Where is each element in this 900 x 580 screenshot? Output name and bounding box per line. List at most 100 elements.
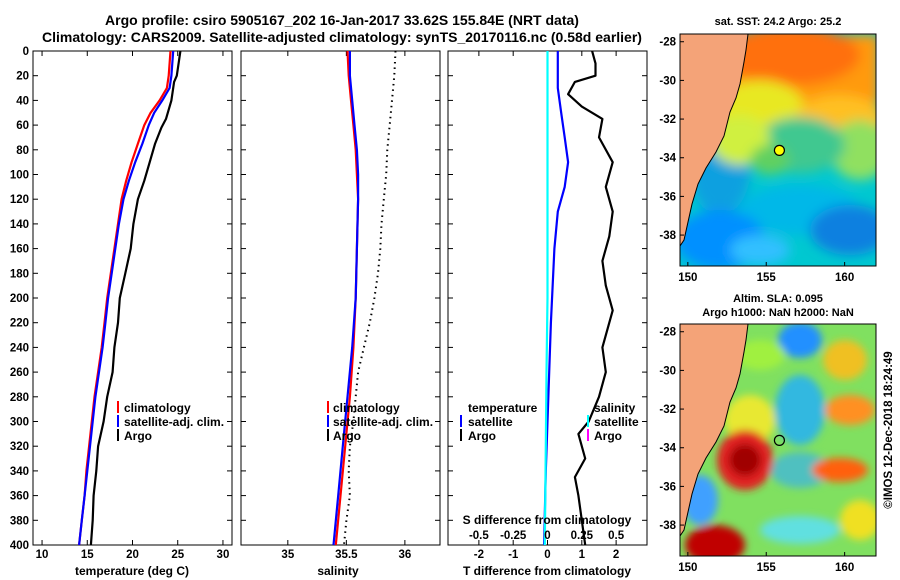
series-line-argo — [89, 51, 182, 545]
x-tick-label: 36 — [398, 549, 411, 561]
sla-map-frame — [679, 323, 877, 557]
sst-map-title: sat. SST: 24.2 Argo: 25.2 — [715, 16, 842, 28]
x-tick-label: 10 — [36, 549, 49, 561]
y-tick-label: 380 — [10, 515, 29, 527]
temperature-series — [78, 51, 182, 545]
x-tick-label: 1 — [579, 549, 586, 561]
series-line-temperature-argo — [566, 51, 614, 545]
legend-label-temp-satellite: satellite — [468, 415, 513, 429]
legend-label-argo: Argo — [124, 429, 152, 443]
map-x-tick-label: 150 — [678, 272, 697, 284]
y-tick-label: 80 — [16, 145, 29, 157]
temperature-panel: 0 20 40 60 80 100 120 140 160 180 200 220 240 260 280 3… — [10, 46, 233, 578]
s-diff-tick-label: 0.25 — [571, 530, 594, 542]
map-x-tick-label: 160 — [835, 272, 854, 284]
series-line-satellite-adj-clim- — [78, 51, 175, 545]
legend-label-temp-argo: Argo — [468, 429, 496, 443]
sla-map-subtitle: Argo h1000: NaN h2000: NaN — [702, 307, 854, 319]
difference-legend-temperature: temperature satellite Argo — [460, 401, 538, 443]
sst-map-axes: 150 155 160 -28 -30 -32 -34 -36 -38 — [659, 37, 854, 284]
y-tick-label: 260 — [10, 367, 29, 379]
legend-label-sal-satellite: satellite — [594, 415, 639, 429]
legend-title-salinity: salinity — [594, 401, 636, 415]
legend-label-satellite: satellite-adj. clim. — [333, 415, 433, 429]
y-tick-label: 280 — [10, 392, 29, 404]
y-tick-label: 100 — [10, 170, 29, 182]
y-tick-label: 60 — [16, 120, 29, 132]
difference-panel: -2 -1 0 1 2 temperature satellite Argo salin… — [447, 50, 648, 578]
sla-argo-location-marker — [773, 434, 786, 446]
x-tick-label: 30 — [217, 549, 230, 561]
y-tick-label: 0 — [23, 46, 29, 58]
series-line-temperature-satellite — [543, 51, 570, 545]
sla-map-image — [680, 324, 876, 556]
x-tick-label: 35.5 — [335, 549, 358, 561]
y-tick-label: 220 — [10, 318, 29, 330]
y-tick-label: 140 — [10, 219, 29, 231]
map-y-tick-label: -34 — [659, 443, 676, 455]
salinity-legend: climatology satellite-adj. clim. Argo — [327, 401, 433, 443]
map-y-tick-label: -30 — [659, 365, 676, 377]
sst-map-panel: sat. SST: 24.2 Argo: 25.2 150 155 160- — [659, 16, 877, 284]
legend-label-sal-argo: Argo — [594, 429, 622, 443]
sst-map-image — [680, 34, 876, 266]
sst-map-frame — [679, 33, 877, 267]
series-line-satellite-adj-clim- — [332, 51, 360, 545]
x-tick-label: 25 — [171, 549, 184, 561]
s-diff-tick-label: 0.5 — [608, 530, 625, 542]
s-diff-tick-label: -0.25 — [500, 530, 527, 542]
sst-argo-location-marker — [773, 144, 786, 156]
y-tick-label: 400 — [10, 540, 29, 552]
sla-map-title: Altim. SLA: 0.095 — [733, 293, 823, 305]
map-x-tick-label: 155 — [757, 272, 777, 284]
x-tick-label: 2 — [613, 549, 619, 561]
difference-y-ticks — [448, 50, 647, 546]
legend-label-climatology: climatology — [333, 401, 400, 415]
legend-label-climatology: climatology — [124, 401, 191, 415]
y-tick-label: 240 — [10, 342, 29, 354]
map-y-tick-label: -34 — [659, 153, 676, 165]
s-diff-tick-label: -0.5 — [469, 530, 489, 542]
s-diff-tick-label: 0 — [544, 530, 550, 542]
y-tick-label: 20 — [16, 71, 29, 83]
salinity-panel: 35 35.5 36 climatology satellite-adj. clim… — [240, 50, 441, 578]
temperature-x-label: temperature (deg C) — [75, 564, 189, 578]
x-tick-label: 0 — [544, 549, 550, 561]
map-x-tick-label: 155 — [757, 562, 777, 574]
map-y-tick-label: -36 — [659, 481, 676, 493]
map-y-tick-label: -36 — [659, 191, 676, 203]
map-x-tick-label: 150 — [678, 562, 697, 574]
s-difference-label: S difference from climatology — [463, 513, 632, 527]
x-tick-label: -2 — [474, 549, 484, 561]
y-tick-label: 340 — [10, 466, 29, 478]
temperature-legend: climatology satellite-adj. clim. Argo — [117, 401, 224, 443]
difference-series — [543, 51, 614, 545]
s-difference-ticks: -0.5 -0.25 0 0.25 0.5 — [469, 530, 625, 542]
series-line-salinity-satellite — [543, 51, 549, 545]
salinity-y-ticks — [241, 50, 440, 546]
y-tick-label: 160 — [10, 244, 29, 256]
sla-map-axes: 150 155 160 -28 -30 -32 -34 -36 -38 — [659, 327, 854, 574]
x-tick-label: 35 — [281, 549, 294, 561]
map-x-tick-label: 160 — [835, 562, 854, 574]
y-tick-label: 40 — [16, 95, 29, 107]
difference-x-label: T difference from climatology — [463, 564, 631, 578]
map-y-tick-label: -28 — [659, 37, 676, 49]
imos-watermark: ©IMOS 12-Dec-2018 18:24:49 — [883, 351, 895, 508]
y-tick-label: 180 — [10, 268, 29, 280]
x-tick-label: 15 — [81, 549, 94, 561]
temperature-axes-box — [32, 50, 233, 546]
y-tick-label: 200 — [10, 293, 29, 305]
series-line-argo — [343, 51, 397, 545]
y-tick-label: 320 — [10, 441, 29, 453]
salinity-series — [332, 51, 397, 545]
salinity-x-axis: 35 35.5 36 — [281, 51, 411, 561]
salinity-x-label: salinity — [317, 564, 359, 578]
y-tick-label: 300 — [10, 417, 29, 429]
x-tick-label: -1 — [508, 549, 519, 561]
title-line-1: Argo profile: csiro 5905167_202 16-Jan-2… — [105, 12, 579, 28]
sla-map-panel: Altim. SLA: 0.095 Argo h1000: NaN h2000:… — [659, 293, 877, 574]
difference-legend-salinity: salinity satellite Argo — [587, 401, 639, 443]
y-tick-label: 360 — [10, 491, 29, 503]
